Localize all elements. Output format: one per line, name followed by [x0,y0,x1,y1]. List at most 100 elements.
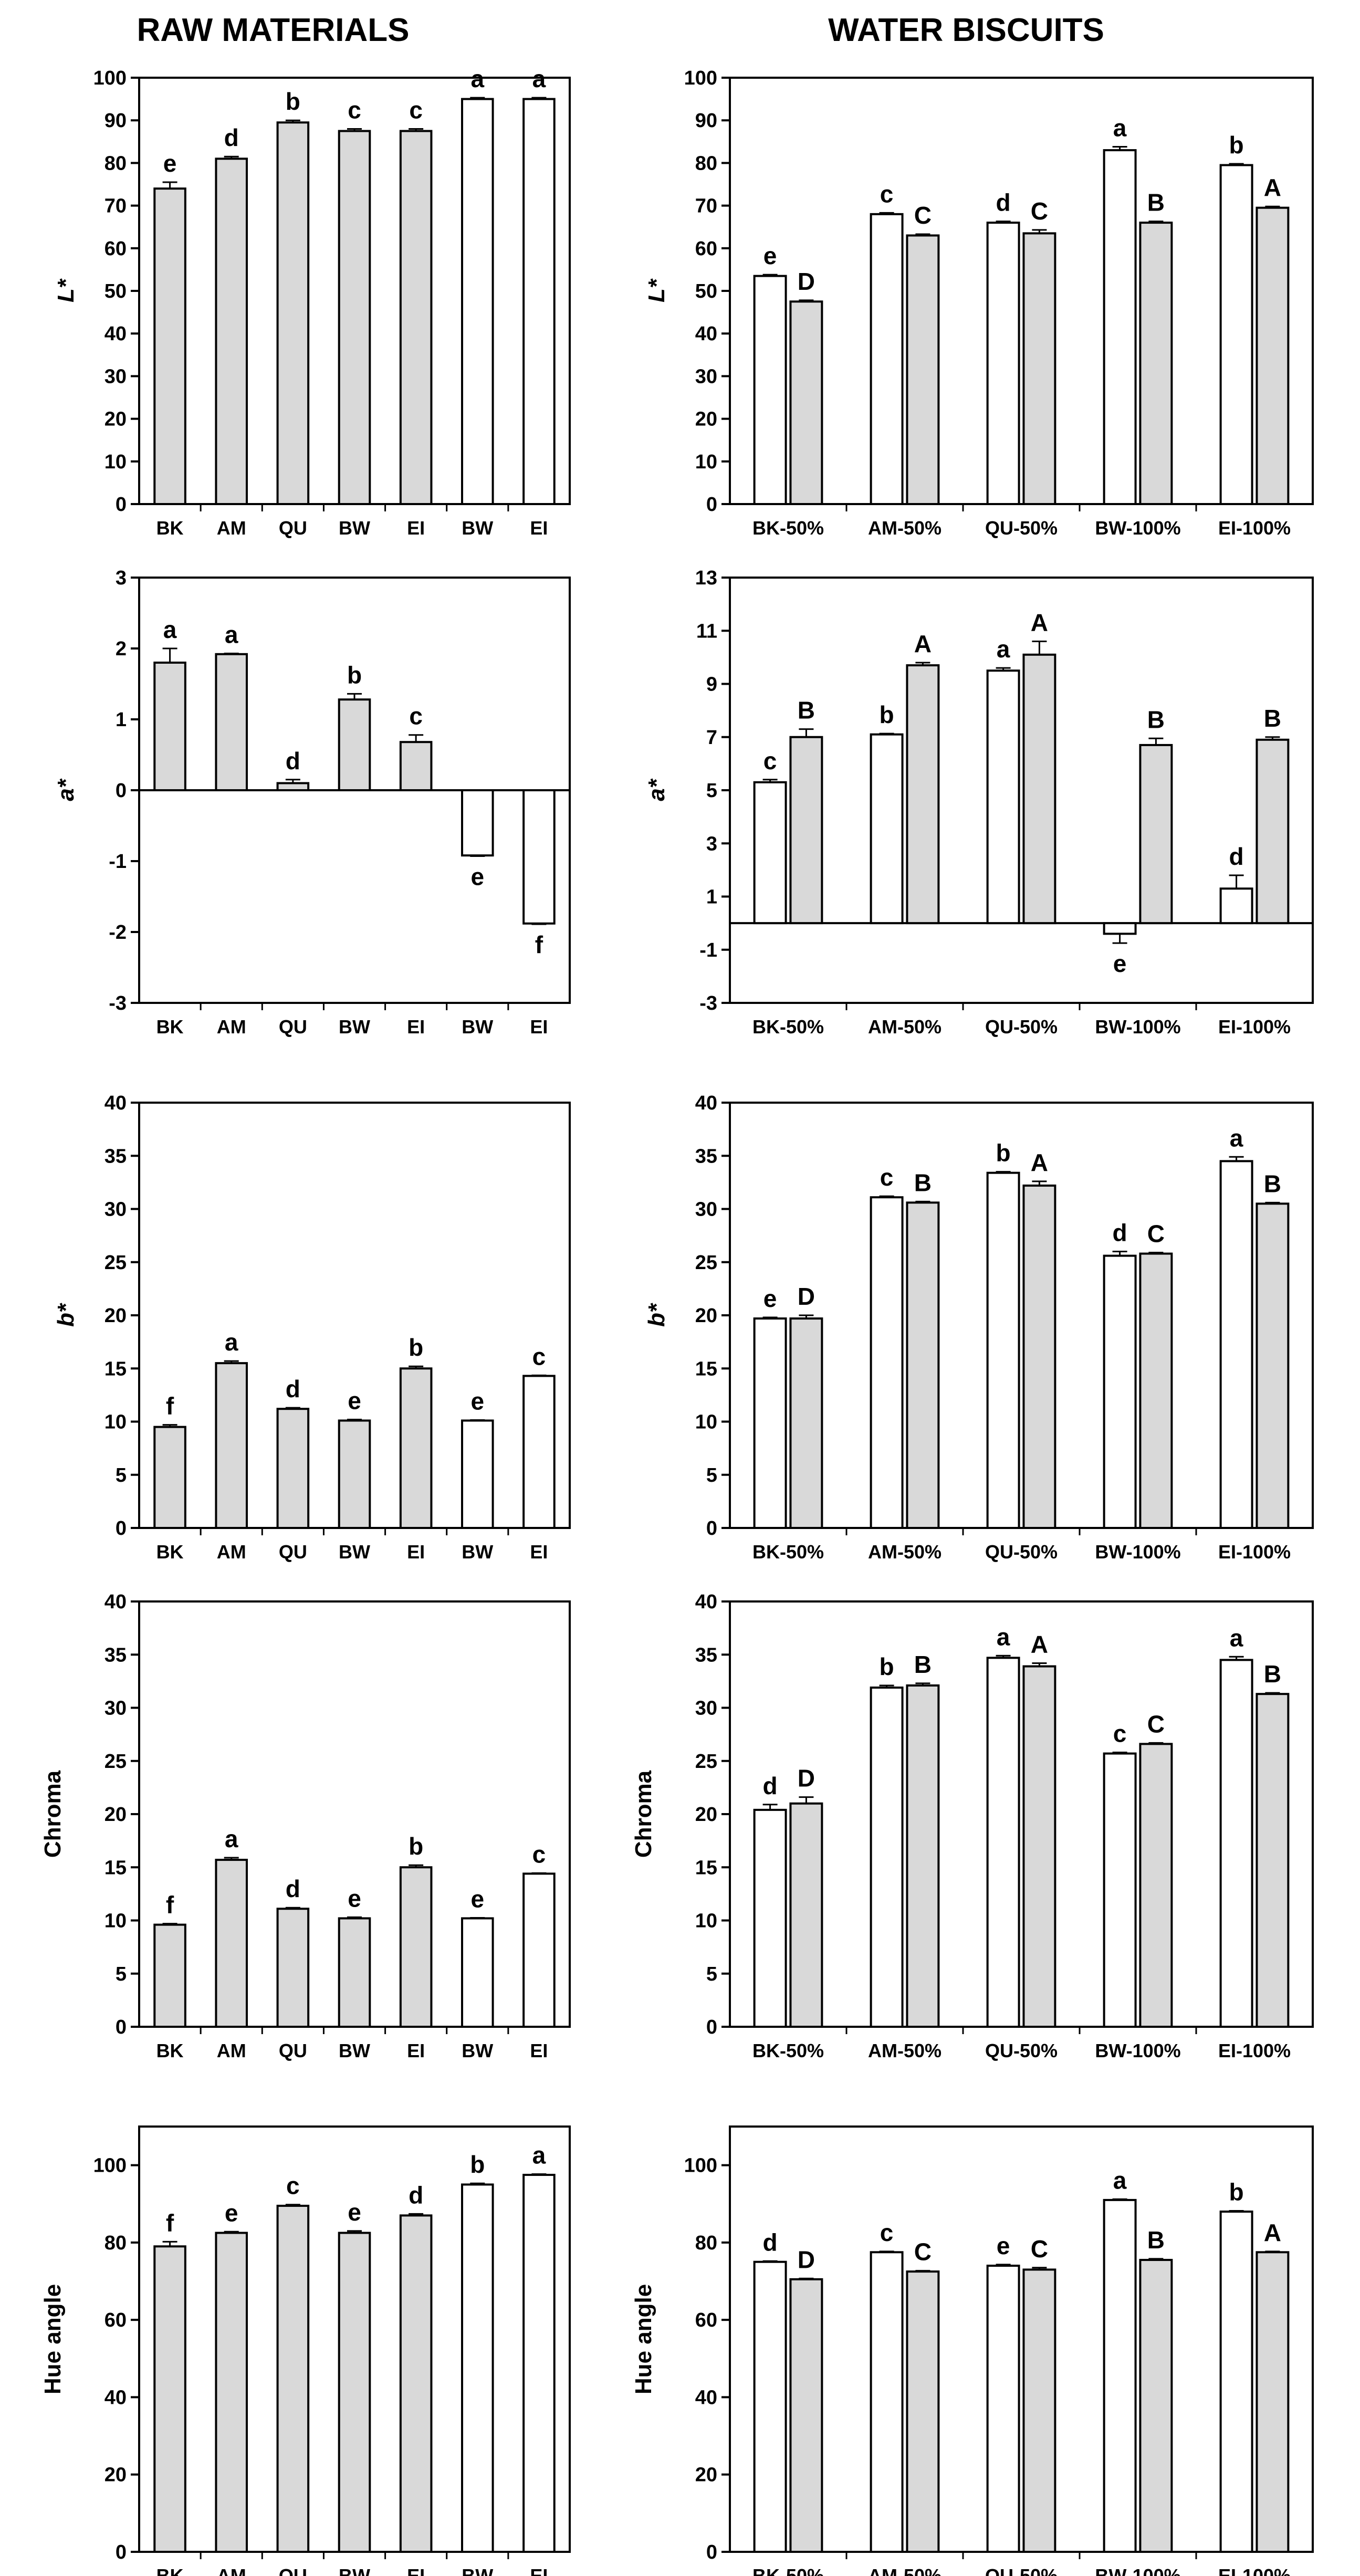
bis-hue-letter-label: d [763,2228,778,2256]
bis-b-ytick-label: 40 [695,1092,717,1114]
raw-a-bar [215,653,248,792]
bis-chroma-ytick-label: 10 [695,1910,717,1932]
bis-a-letter-label: a [997,635,1010,663]
raw-a-bar [522,789,556,925]
raw-L-ytick-label: 10 [104,451,127,473]
raw-hue-ytick-label: 20 [104,2464,127,2486]
bis-hue-bar [1219,2211,1253,2553]
raw-hue-xtick-label: BW [339,2565,370,2576]
raw-hue-bar [153,2245,186,2553]
raw-a-letter-label: d [286,747,300,774]
raw-a-letter-label: b [347,661,362,688]
bis-L-ytick-label: 60 [695,238,717,260]
raw-chroma-letter-label: b [409,1832,423,1860]
bis-chroma-ylabel: Chroma [631,1770,656,1858]
bis-chroma-letter-label: b [880,1653,894,1680]
bis-L-letter-label: e [763,242,777,269]
raw-chroma-bar [522,1872,556,2028]
raw-chroma-xtick-label: EI [407,2040,425,2061]
bis-b-ytick-label: 5 [706,1464,717,1486]
bis-hue-letter-label: D [798,2246,815,2273]
bis-b-bar [753,1317,787,1529]
bis-L-letter-label: a [1113,114,1127,142]
bis-hue-letter-label: B [1147,2226,1165,2254]
bis-L-ylabel: L* [644,278,669,302]
raw-hue-letter-label: c [286,2172,300,2200]
bis-chroma-ytick-label: 40 [695,1591,717,1613]
bis-hue-frame [729,2125,1314,2553]
raw-chroma-xtick-label: BW [462,2040,493,2061]
raw-b-letter-label: d [286,1375,300,1402]
bis-b-ytick-label: 20 [695,1305,717,1327]
bis-a-ytick-label: 13 [695,567,717,589]
bis-chroma-letter-label: c [1113,1720,1127,1747]
bis-chroma-bar [753,1808,787,2028]
bis-a-bar [1103,922,1137,935]
bis-L-ytick-label: 0 [706,494,717,516]
bis-chroma-ytick-label: 30 [695,1698,717,1720]
raw-hue-xtick-label: QU [279,2565,307,2576]
bis-chroma-ytick-label: 0 [706,2016,717,2038]
bis-chroma-ytick-label: 25 [695,1751,717,1773]
bis-a-bar [870,733,904,925]
raw-chroma-bar [215,1859,248,2028]
bis-hue-xtick-label: EI-100% [1218,2565,1291,2576]
bis-a-bar [986,669,1020,925]
raw-L-bar [153,187,186,505]
raw-L-xtick-label: QU [279,517,307,539]
bis-hue-letter-label: c [880,2219,894,2246]
bis-b-letter-label: C [1147,1220,1165,1248]
bis-chroma-letter-label: a [997,1623,1010,1650]
bis-chroma-xtick-label: AM-50% [868,2040,941,2061]
bis-L-bar [1139,222,1173,505]
raw-chroma-xtick-label: BW [339,2040,370,2061]
bis-b-ylabel: b* [644,1303,669,1327]
bis-L-letter-label: C [1031,197,1048,225]
raw-b-bar [522,1375,556,1530]
raw-b-letter-label: f [166,1392,174,1420]
raw-b-ytick-label: 0 [116,1517,127,1540]
bis-a-xtick-label: BK-50% [752,1016,824,1038]
bis-L-letter-label: B [1147,189,1165,216]
bis-L-bar [1103,149,1137,506]
raw-chroma-letter-label: c [532,1840,546,1868]
raw-a-xtick-label: BK [156,1016,184,1038]
bis-b-xtick-label: AM-50% [868,1541,941,1563]
bis-hue-letter-label: C [914,2238,932,2266]
bis-L-ytick-label: 20 [695,409,717,431]
bis-hue-bar [1256,2251,1290,2553]
raw-chroma-ytick-label: 0 [116,2016,127,2038]
raw-L-bar [399,130,433,505]
raw-b-ylabel: b* [53,1303,79,1327]
bis-a-xtick-label: AM-50% [868,1016,941,1038]
bis-b-bar [1022,1184,1056,1529]
raw-b-letter-label: e [348,1387,361,1414]
raw-a-letter-label: a [163,616,177,643]
bis-chroma-bar [789,1802,823,2028]
raw-a-bar [461,789,494,857]
bis-hue-bar [789,2278,823,2553]
raw-b-xtick-label: QU [279,1541,307,1563]
raw-b-xtick-label: BK [156,1541,184,1563]
bis-L-ytick-label: 50 [695,280,717,302]
bis-b-bar [1103,1254,1137,1530]
raw-L-letter-label: a [532,65,546,92]
bis-L-ytick-label: 80 [695,152,717,174]
bis-b-xtick-label: QU-50% [985,1541,1058,1563]
raw-hue-letter-label: e [225,2199,238,2226]
bis-a-letter-label: e [1113,950,1127,977]
bis-b-letter-label: D [798,1283,815,1310]
bis-b-ytick-label: 35 [695,1145,717,1167]
raw-b-letter-label: b [409,1334,423,1361]
bis-b-xtick-label: BW-100% [1095,1541,1180,1563]
bis-chroma-letter-label: A [1031,1630,1048,1658]
bis-b-letter-label: B [914,1169,932,1196]
raw-chroma-ylabel: Chroma [40,1770,66,1858]
raw-chroma-ytick-label: 15 [104,1857,127,1879]
bis-a-letter-label: b [880,701,894,728]
bis-hue-ytick-label: 60 [695,2309,717,2331]
raw-a-ytick-label: 1 [116,709,127,731]
bis-chroma-bar [906,1684,940,2028]
raw-L-ytick-label: 0 [116,494,127,516]
